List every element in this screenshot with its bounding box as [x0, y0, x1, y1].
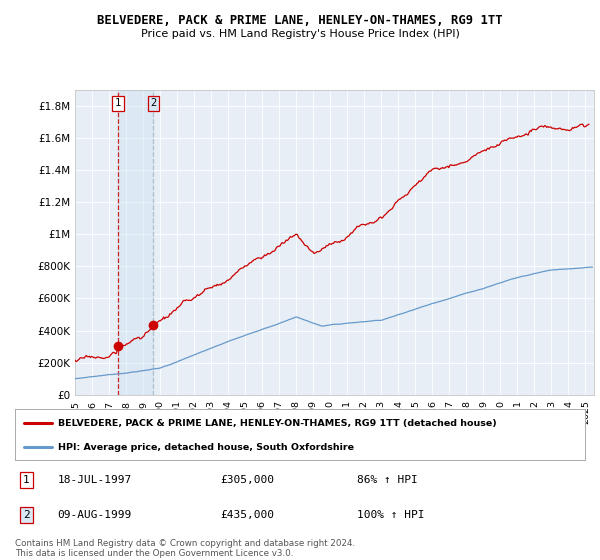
Text: £435,000: £435,000 [220, 510, 274, 520]
Text: 18-JUL-1997: 18-JUL-1997 [58, 475, 132, 486]
Text: BELVEDERE, PACK & PRIME LANE, HENLEY-ON-THAMES, RG9 1TT (detached house): BELVEDERE, PACK & PRIME LANE, HENLEY-ON-… [58, 419, 497, 428]
Text: HPI: Average price, detached house, South Oxfordshire: HPI: Average price, detached house, Sout… [58, 443, 354, 452]
Text: BELVEDERE, PACK & PRIME LANE, HENLEY-ON-THAMES, RG9 1TT: BELVEDERE, PACK & PRIME LANE, HENLEY-ON-… [97, 14, 503, 27]
Text: 2: 2 [23, 510, 30, 520]
Text: Price paid vs. HM Land Registry's House Price Index (HPI): Price paid vs. HM Land Registry's House … [140, 29, 460, 39]
Text: £305,000: £305,000 [220, 475, 274, 486]
Text: 86% ↑ HPI: 86% ↑ HPI [357, 475, 418, 486]
Text: 100% ↑ HPI: 100% ↑ HPI [357, 510, 425, 520]
Text: 2: 2 [151, 99, 157, 108]
Bar [118, 90, 154, 395]
Text: 09-AUG-1999: 09-AUG-1999 [58, 510, 132, 520]
Text: Contains HM Land Registry data © Crown copyright and database right 2024.
This d: Contains HM Land Registry data © Crown c… [15, 539, 355, 558]
Text: 1: 1 [23, 475, 30, 486]
Text: 1: 1 [115, 99, 121, 108]
